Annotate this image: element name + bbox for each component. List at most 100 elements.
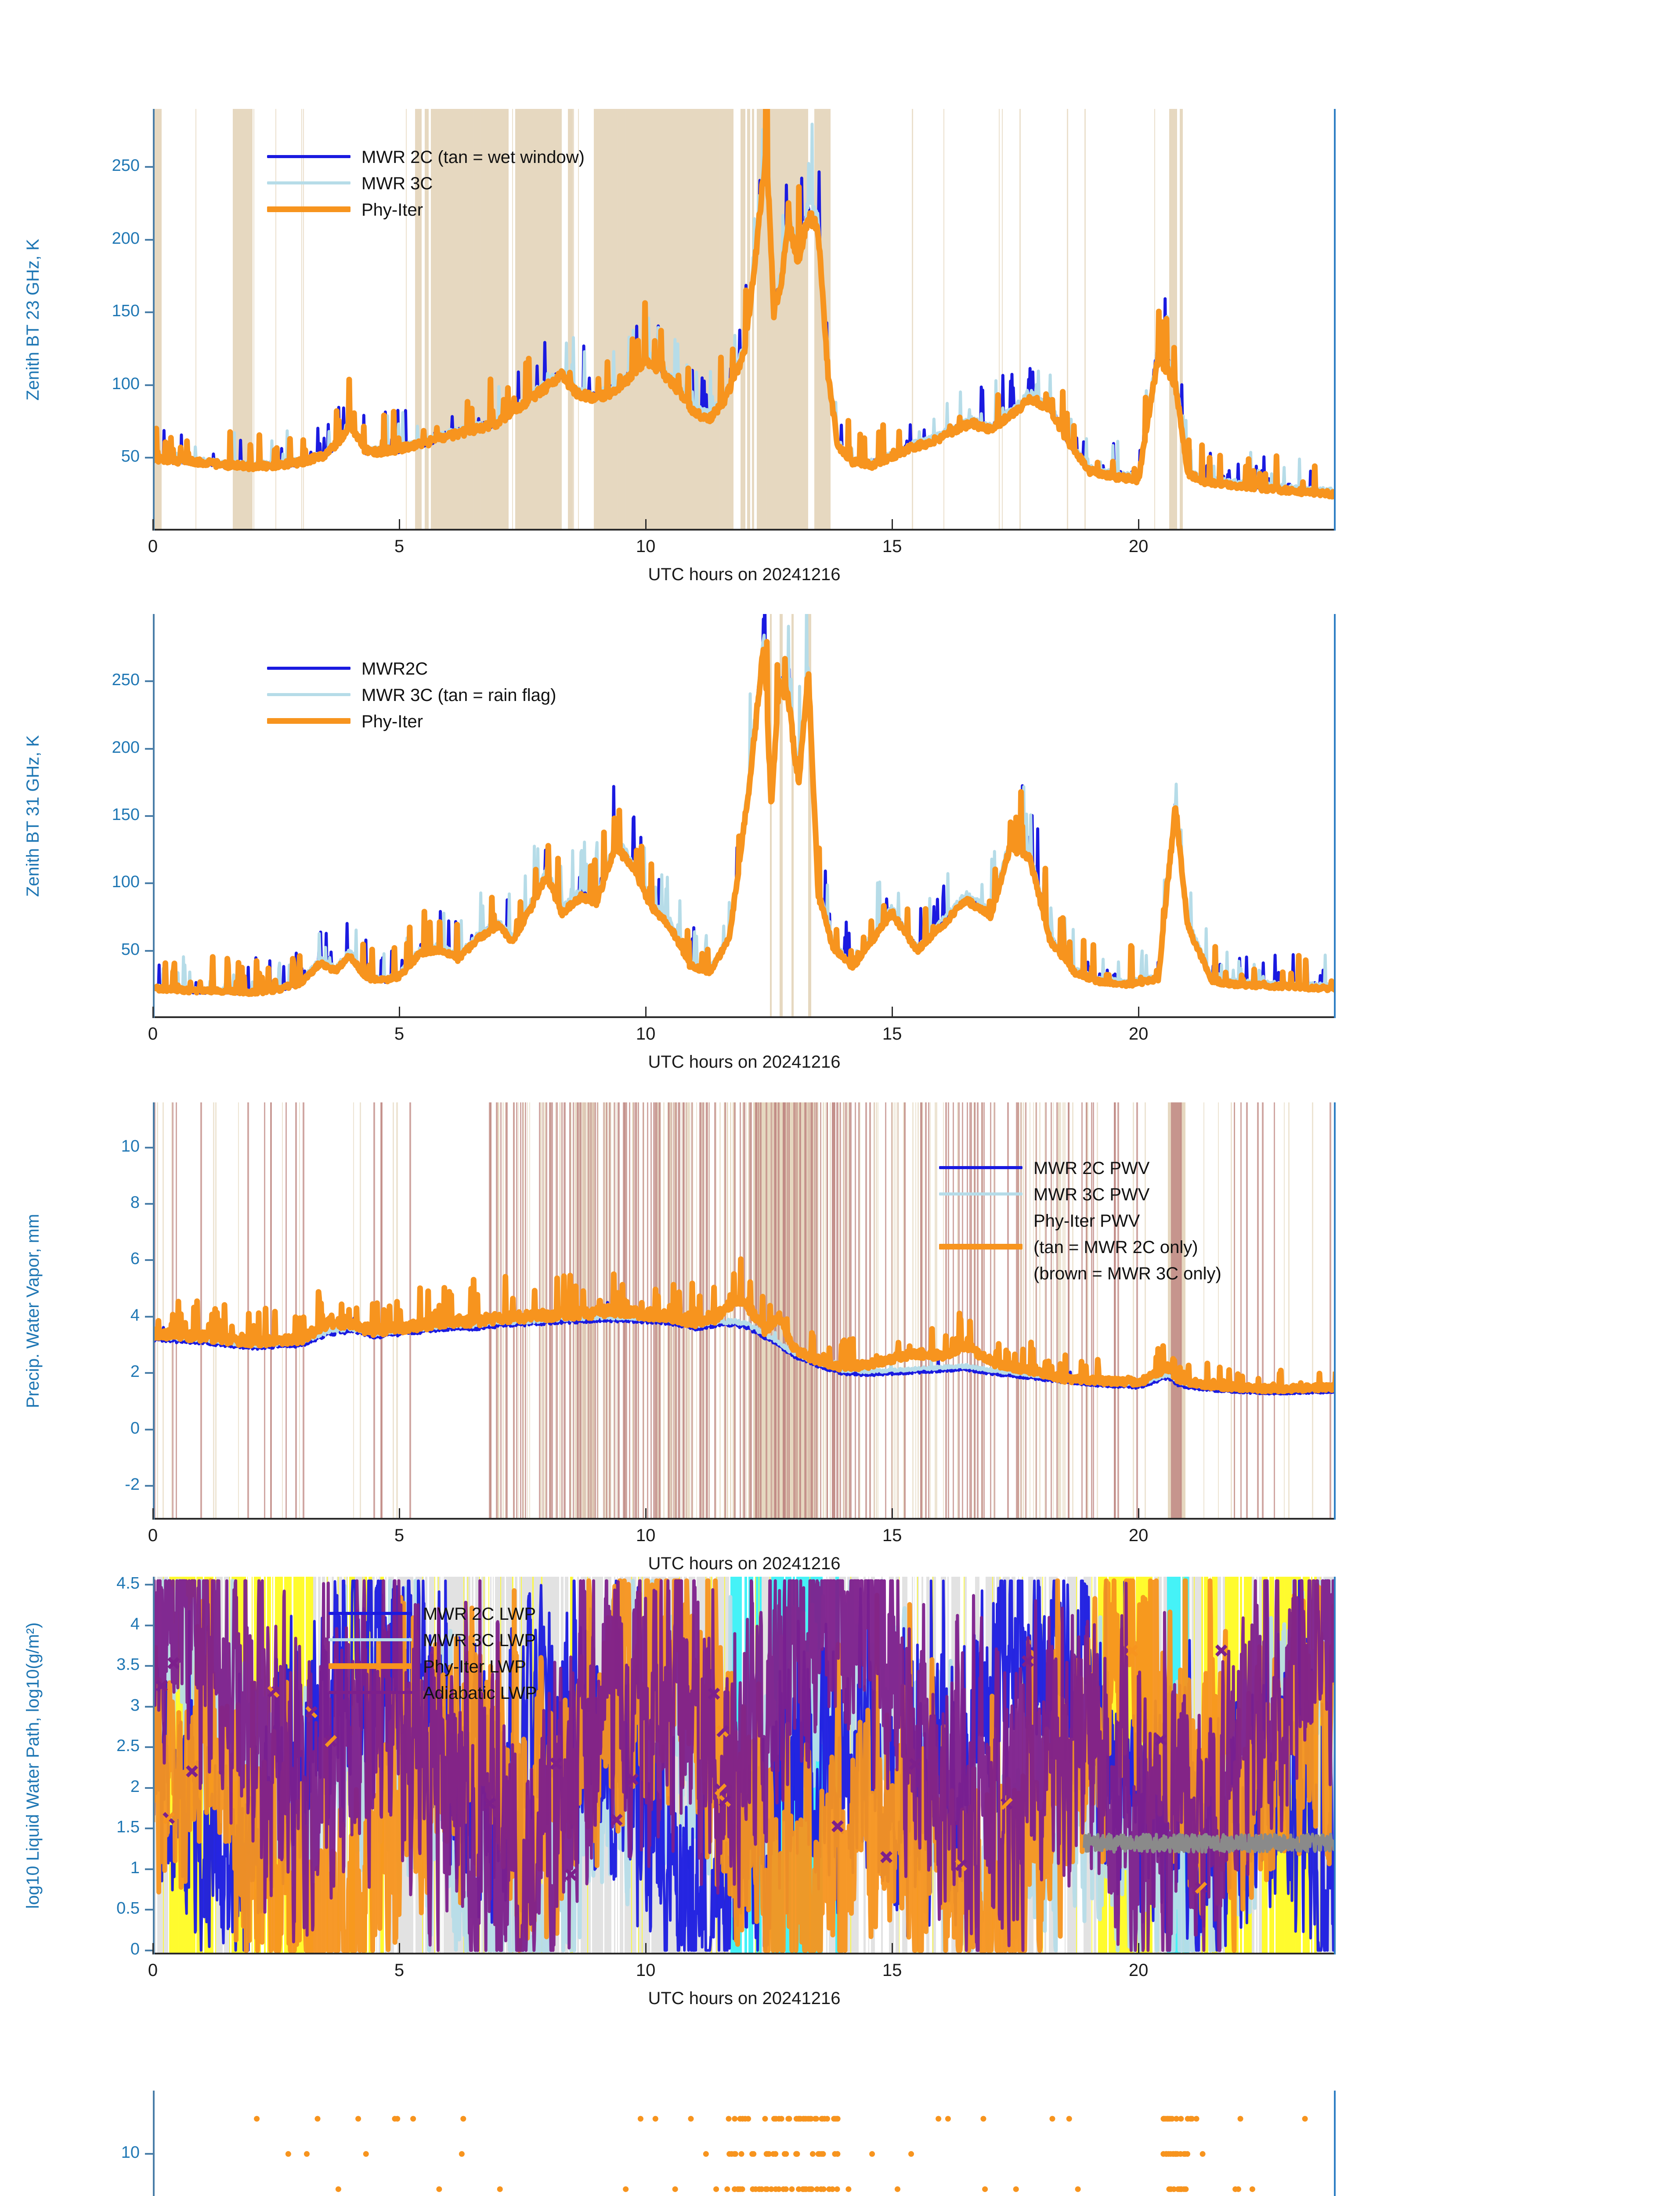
dq-flag-point — [793, 2151, 799, 2157]
dq-flag-point — [732, 2116, 738, 2122]
dq-flag-point — [1066, 2116, 1072, 2122]
dq-flag-point — [713, 2186, 719, 2192]
x-tickmark — [399, 1007, 401, 1018]
shaded-band — [1044, 1102, 1046, 1520]
x-tickmark — [1138, 519, 1140, 531]
y-tick-label: 100 — [112, 374, 140, 393]
shaded-band — [498, 1102, 499, 1520]
shaded-band — [1288, 1102, 1290, 1520]
dq-flag-point — [763, 2151, 770, 2157]
shaded-band — [1274, 1102, 1275, 1520]
shaded-band — [904, 1102, 906, 1520]
shaded-band — [282, 1102, 283, 1520]
shaded-band — [480, 109, 481, 531]
legend-label: MWR 3C LWP — [423, 1631, 536, 1650]
lwp-marker — [325, 1735, 337, 1747]
series-layer-bt31 — [153, 614, 1336, 997]
plot-area-dqflag — [153, 2091, 1336, 2196]
dq-flag-point — [894, 2186, 900, 2192]
shaded-band — [814, 1102, 816, 1520]
dq-flag-point — [1178, 2116, 1184, 2122]
dq-flag-point — [652, 2116, 658, 2122]
shaded-band — [1081, 1102, 1083, 1520]
lwp-marker — [1022, 1655, 1034, 1668]
shaded-band — [893, 1102, 895, 1520]
lwp-marker — [305, 1706, 318, 1719]
dq-flag-point — [742, 2116, 748, 2122]
series-layer-bt23 — [153, 109, 1336, 500]
shaded-band — [1000, 1577, 1003, 1954]
shaded-band — [974, 1102, 976, 1520]
dq-flag-point — [1168, 2186, 1174, 2192]
y-tickmark — [145, 238, 153, 241]
shaded-band — [804, 1102, 806, 1520]
shaded-band — [929, 1102, 931, 1520]
y-tick-label: 2.5 — [116, 1737, 140, 1755]
legend-label: Phy-Iter — [361, 200, 423, 220]
shaded-band — [1180, 1102, 1182, 1520]
dq-flag-point — [623, 2186, 629, 2192]
x-tick-label: 0 — [148, 1526, 158, 1545]
y-tickmark — [145, 882, 153, 885]
shaded-band — [773, 1102, 775, 1520]
shaded-band — [1035, 1102, 1036, 1520]
y-tick-label: 4 — [130, 1306, 140, 1325]
dq-flag-point — [738, 2151, 744, 2157]
dq-flag-point — [776, 2186, 782, 2192]
shaded-band — [971, 1102, 972, 1520]
y-tickmark — [145, 748, 153, 750]
x-tickmark — [399, 519, 401, 531]
shaded-band — [806, 1102, 807, 1520]
shaded-band — [925, 1102, 927, 1520]
shaded-band — [817, 1102, 818, 1520]
shaded-band — [791, 614, 794, 1018]
y-tick-label: 100 — [112, 873, 140, 892]
shaded-band — [858, 1102, 860, 1520]
x-tick-label: 15 — [882, 1024, 902, 1044]
shaded-band — [799, 1102, 802, 1520]
dq-flag-point — [982, 2186, 988, 2192]
shaded-band — [299, 1102, 300, 1520]
x-tickmark — [152, 519, 154, 531]
shaded-band — [1058, 1102, 1059, 1520]
x-tick-label: 5 — [394, 1961, 405, 1980]
shaded-band — [489, 1102, 491, 1520]
shaded-band — [1113, 1102, 1115, 1520]
y-tickmark — [145, 1484, 153, 1487]
dq-flag-point — [945, 2116, 951, 2122]
shaded-band — [253, 109, 255, 531]
legend-swatch — [267, 181, 350, 184]
dq-flag-point — [726, 2116, 732, 2122]
shaded-band — [1231, 1102, 1232, 1520]
shaded-band — [1068, 1102, 1070, 1520]
shaded-band — [625, 109, 626, 531]
x-tickmark — [152, 1007, 154, 1018]
legend-label: Adiabatic LWP — [423, 1683, 537, 1703]
x-tickmark — [645, 519, 647, 531]
y-tickmark — [145, 1705, 153, 1708]
lwp-marker — [880, 1851, 892, 1864]
dq-flag-point — [1173, 2151, 1179, 2157]
x-tick-label: 0 — [148, 1024, 158, 1044]
y-tickmark — [145, 1372, 153, 1374]
y-tickmark — [145, 384, 153, 386]
shaded-band — [824, 1102, 826, 1520]
shaded-band — [1060, 1102, 1061, 1520]
shaded-band — [1086, 1102, 1087, 1520]
dq-flag-point — [803, 2186, 809, 2192]
shaded-band — [1016, 1102, 1018, 1520]
shaded-band — [1233, 1102, 1236, 1520]
lwp-marker — [155, 1680, 168, 1692]
x-tick-label: 20 — [1128, 1024, 1149, 1044]
dq-flag-point — [1188, 2116, 1194, 2122]
y-axis-label-bt23: Zenith BT 23 GHz, K — [23, 238, 43, 401]
shaded-band — [1319, 1577, 1321, 1954]
y-tick-label: 1 — [130, 1858, 140, 1877]
shaded-band — [1203, 1102, 1205, 1520]
shaded-band — [425, 109, 429, 531]
shaded-band — [301, 109, 302, 531]
lwp-marker — [565, 1868, 577, 1881]
dq-flag-point — [812, 2116, 818, 2122]
lwp-marker — [167, 1657, 180, 1669]
